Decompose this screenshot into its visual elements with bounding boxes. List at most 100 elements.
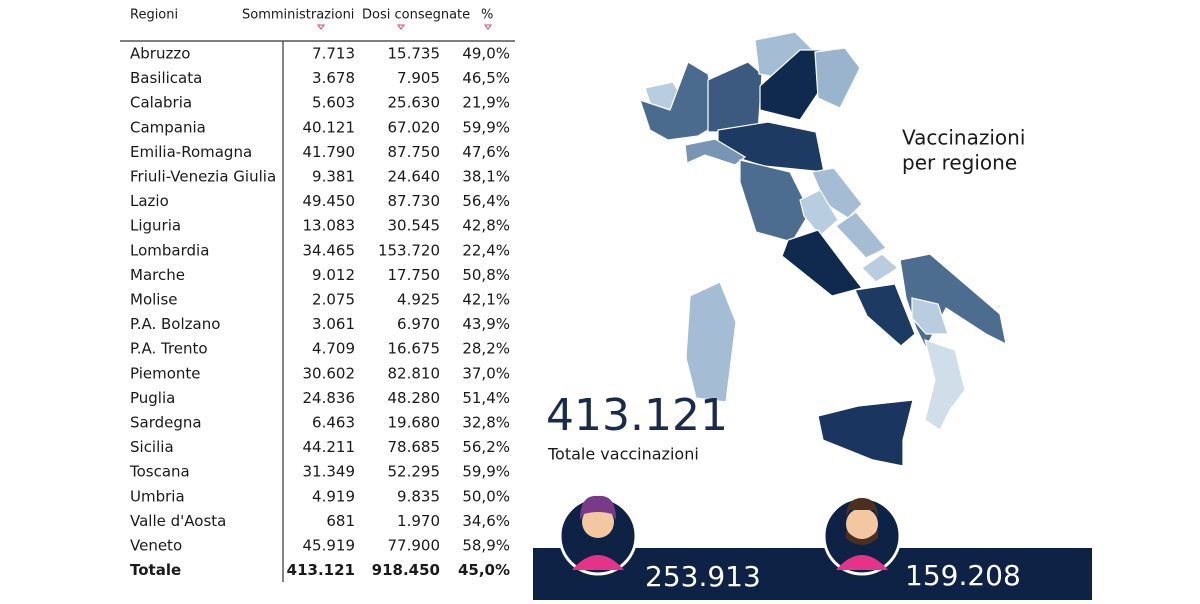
table-cell: 34,6% (462, 512, 510, 530)
table-cell: 44.211 (303, 438, 356, 456)
table-cell: 67.020 (388, 118, 441, 136)
table-cell: 6.970 (397, 315, 440, 333)
region-name: Umbria (130, 487, 185, 505)
table-cell: 22,4% (462, 241, 510, 259)
table-cell: 34.465 (303, 241, 356, 259)
region-name: Liguria (130, 217, 181, 235)
table-cell: 681 (326, 512, 355, 530)
region-name: Totale (130, 561, 181, 579)
table-cell: 40.121 (303, 118, 356, 136)
table-cell: 38,1% (462, 168, 510, 186)
table-cell: 51,4% (462, 389, 510, 407)
table-cell: 15.735 (388, 45, 441, 63)
table-cell: 87.750 (388, 143, 441, 161)
region-name: Lombardia (130, 241, 209, 259)
table-cell: 59,9% (462, 118, 510, 136)
region-name: Puglia (130, 389, 175, 407)
region-name: Basilicata (130, 69, 202, 87)
region-name: Sicilia (130, 438, 174, 456)
table-cell: 87.730 (388, 192, 441, 210)
region-name: P.A. Bolzano (130, 315, 220, 333)
table-cell: 4.919 (312, 487, 355, 505)
table-cell: 50,0% (462, 487, 510, 505)
men-count: 159.208 (905, 559, 1021, 592)
table-cell: 3.061 (312, 315, 355, 333)
table-cell: 77.900 (388, 537, 441, 555)
table-cell: 32,8% (462, 414, 510, 432)
table-cell: 3.678 (312, 69, 355, 87)
table-cell: 24.640 (388, 168, 441, 186)
table-cell: 49.450 (303, 192, 356, 210)
table-cell: 7.905 (397, 69, 440, 87)
region-name: Friuli-Venezia Giulia (130, 168, 276, 186)
table-cell: 50,8% (462, 266, 510, 284)
region-name: Toscana (129, 463, 190, 481)
map-title: per regione (902, 151, 1017, 175)
table-cell: 37,0% (462, 364, 510, 382)
table-body: Abruzzo 7.713 15.735 49,0% Basilicata 3.678 7.… (129, 45, 510, 580)
region-name: P.A. Trento (130, 340, 208, 358)
table-cell: 21,9% (462, 94, 510, 112)
table-cell: 2.075 (312, 291, 355, 309)
table-cell: 6.463 (312, 414, 355, 432)
table-cell: 28,2% (462, 340, 510, 358)
table-cell: 48.280 (388, 389, 441, 407)
map-title: Vaccinazioni (902, 126, 1025, 150)
column-header: Somministrazioni (242, 8, 354, 23)
table-cell: 58,9% (462, 537, 510, 555)
table-cell: 46,5% (462, 69, 510, 87)
table-cell: 24.836 (303, 389, 356, 407)
table-cell: 42,1% (462, 291, 510, 309)
table-cell: 153.720 (378, 241, 440, 259)
region-name: Calabria (130, 94, 192, 112)
region-name: Piemonte (130, 364, 201, 382)
region-name: Marche (130, 266, 185, 284)
region-name: Abruzzo (130, 45, 190, 63)
table-cell: 56,4% (462, 192, 510, 210)
table-cell: 56,2% (462, 438, 510, 456)
region-name: Emilia-Romagna (130, 143, 252, 161)
table-cell: 25.630 (388, 94, 441, 112)
table-cell: 30.545 (388, 217, 441, 235)
table-cell: 43,9% (462, 315, 510, 333)
women-count: 253.913 (645, 560, 761, 593)
table-cell: 19.680 (388, 414, 441, 432)
italy-map (639, 31, 1007, 467)
total-label: Totale vaccinazioni (547, 445, 699, 464)
table-cell: 41.790 (303, 143, 356, 161)
column-header: Dosi consegnate (362, 8, 470, 23)
table-cell: 5.603 (312, 94, 355, 112)
table-cell: 1.970 (397, 512, 440, 530)
table-cell: 4.925 (397, 291, 440, 309)
table-cell: 47,6% (462, 143, 510, 161)
table-cell: 13.083 (303, 217, 356, 235)
table-cell: 9.381 (312, 168, 355, 186)
table-cell: 82.810 (388, 364, 441, 382)
total-value: 413.121 (546, 390, 728, 441)
table-cell: 4.709 (312, 340, 355, 358)
table-cell: 413.121 (287, 561, 355, 579)
column-header: % (481, 8, 493, 23)
table-cell: 9.835 (397, 487, 440, 505)
region-name: Veneto (130, 537, 182, 555)
region-name: Sardegna (130, 414, 202, 432)
table-cell: 59,9% (462, 463, 510, 481)
table-cell: 16.675 (388, 340, 441, 358)
table-cell: 49,0% (462, 45, 510, 63)
table-cell: 45,0% (458, 561, 510, 579)
table-cell: 30.602 (303, 364, 356, 382)
table-cell: 45.919 (303, 537, 356, 555)
table-cell: 52.295 (388, 463, 441, 481)
region-name: Molise (130, 291, 178, 309)
table-cell: 7.713 (312, 45, 355, 63)
man-avatar (822, 496, 902, 576)
table-cell: 42,8% (462, 217, 510, 235)
table-cell: 17.750 (388, 266, 441, 284)
region-name: Lazio (130, 192, 169, 210)
column-header: Regioni (130, 8, 178, 23)
header-sort-icons (317, 24, 492, 30)
table-cell: 31.349 (303, 463, 356, 481)
table-cell: 9.012 (312, 266, 355, 284)
woman-avatar (558, 495, 638, 576)
region-name: Campania (130, 118, 206, 136)
